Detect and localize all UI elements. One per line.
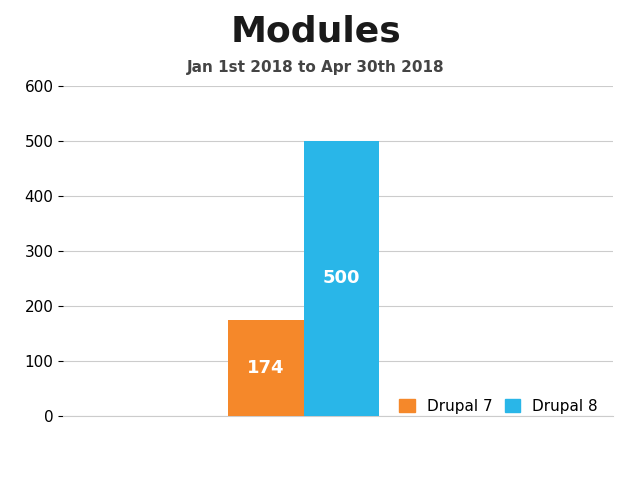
Text: 174: 174 bbox=[247, 359, 284, 377]
Bar bbox=[304, 141, 379, 416]
Text: Jan 1st 2018 to Apr 30th 2018: Jan 1st 2018 to Apr 30th 2018 bbox=[187, 60, 445, 75]
Bar bbox=[228, 320, 304, 416]
Text: 500: 500 bbox=[323, 270, 360, 287]
Text: Modules: Modules bbox=[231, 14, 401, 48]
Legend: Drupal 7, Drupal 8: Drupal 7, Drupal 8 bbox=[392, 391, 605, 422]
